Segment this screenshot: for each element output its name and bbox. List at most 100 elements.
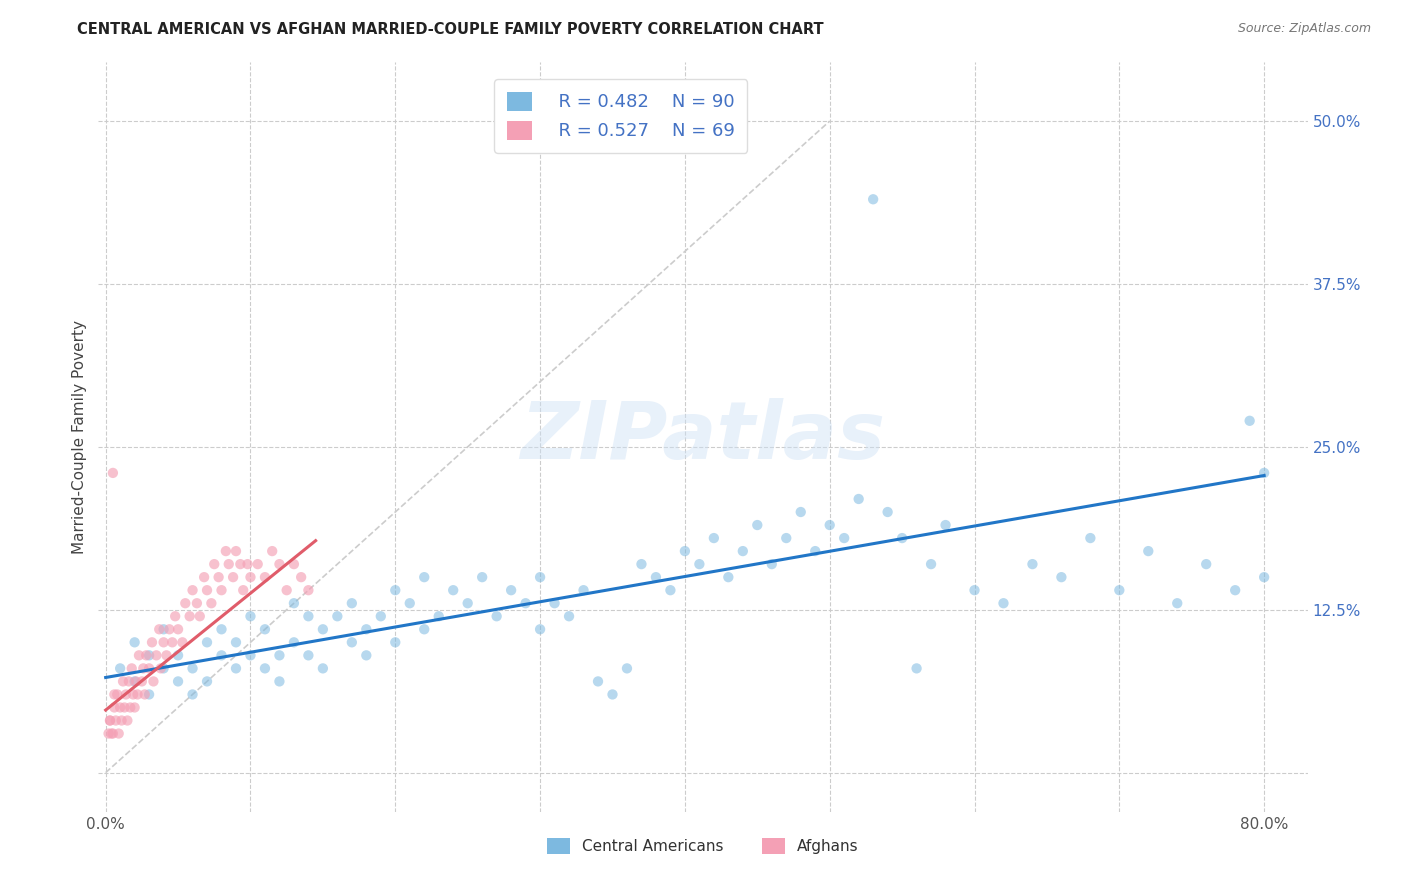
Point — [135, 648, 157, 663]
Point — [215, 544, 238, 558]
Point — [145, 648, 167, 663]
Point — [239, 648, 262, 663]
Point — [862, 192, 884, 206]
Point — [993, 596, 1015, 610]
Point — [207, 570, 229, 584]
Point — [645, 570, 668, 584]
Point — [427, 609, 450, 624]
Point — [239, 609, 262, 624]
Point — [127, 688, 149, 702]
Y-axis label: Married-Couple Family Poverty: Married-Couple Family Poverty — [72, 320, 87, 554]
Point — [586, 674, 609, 689]
Point — [761, 557, 783, 571]
Point — [253, 661, 276, 675]
Point — [253, 570, 276, 584]
Point — [98, 714, 121, 728]
Point — [1137, 544, 1160, 558]
Point — [1021, 557, 1043, 571]
Point — [222, 570, 245, 584]
Point — [269, 648, 291, 663]
Point — [935, 518, 957, 533]
Point — [114, 700, 136, 714]
Point — [148, 622, 170, 636]
Point — [110, 714, 132, 728]
Point — [529, 570, 551, 584]
Point — [290, 570, 312, 584]
Point — [384, 583, 406, 598]
Point — [384, 635, 406, 649]
Point — [515, 596, 537, 610]
Point — [1195, 557, 1218, 571]
Point — [905, 661, 928, 675]
Point — [142, 674, 165, 689]
Point — [202, 557, 225, 571]
Point — [97, 726, 120, 740]
Point — [963, 583, 986, 598]
Point — [152, 635, 174, 649]
Point — [117, 714, 139, 728]
Text: CENTRAL AMERICAN VS AFGHAN MARRIED-COUPLE FAMILY POVERTY CORRELATION CHART: CENTRAL AMERICAN VS AFGHAN MARRIED-COUPL… — [77, 22, 824, 37]
Point — [105, 688, 128, 702]
Point — [239, 570, 262, 584]
Point — [920, 557, 942, 571]
Point — [165, 609, 187, 624]
Point — [108, 661, 131, 675]
Point — [775, 531, 797, 545]
Point — [370, 609, 392, 624]
Point — [186, 596, 208, 610]
Point — [112, 674, 135, 689]
Point — [167, 622, 190, 636]
Point — [167, 648, 190, 663]
Point — [155, 648, 177, 663]
Point — [149, 661, 172, 675]
Point — [152, 622, 174, 636]
Point — [543, 596, 565, 610]
Point — [124, 635, 146, 649]
Point — [1239, 414, 1261, 428]
Point — [441, 583, 464, 598]
Point — [356, 648, 378, 663]
Point — [1253, 570, 1275, 584]
Point — [100, 726, 122, 740]
Point — [225, 661, 247, 675]
Point — [115, 688, 138, 702]
Point — [120, 700, 142, 714]
Point — [236, 557, 259, 571]
Point — [179, 609, 201, 624]
Point — [804, 544, 827, 558]
Point — [558, 609, 581, 624]
Point — [181, 583, 204, 598]
Point — [211, 648, 233, 663]
Point — [297, 583, 319, 598]
Point — [501, 583, 523, 598]
Point — [269, 674, 291, 689]
Point — [124, 674, 146, 689]
Point — [876, 505, 898, 519]
Point — [659, 583, 682, 598]
Point — [107, 726, 129, 740]
Legend: Central Americans, Afghans: Central Americans, Afghans — [541, 832, 865, 860]
Point — [141, 635, 163, 649]
Point — [125, 674, 148, 689]
Point — [457, 596, 479, 610]
Point — [340, 596, 363, 610]
Point — [138, 688, 160, 702]
Point — [790, 505, 813, 519]
Point — [832, 531, 855, 545]
Point — [98, 714, 121, 728]
Point — [218, 557, 240, 571]
Point — [152, 661, 174, 675]
Point — [134, 688, 156, 702]
Point — [703, 531, 725, 545]
Point — [195, 635, 218, 649]
Point — [1108, 583, 1130, 598]
Point — [138, 648, 160, 663]
Point — [283, 596, 305, 610]
Point — [891, 531, 914, 545]
Point — [398, 596, 420, 610]
Point — [688, 557, 710, 571]
Point — [104, 714, 127, 728]
Point — [200, 596, 222, 610]
Point — [211, 583, 233, 598]
Point — [195, 674, 218, 689]
